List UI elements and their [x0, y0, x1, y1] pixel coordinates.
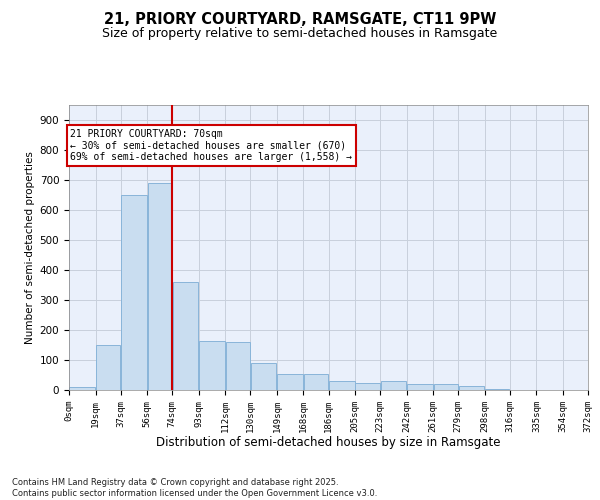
Bar — [355, 382, 380, 390]
Y-axis label: Number of semi-detached properties: Number of semi-detached properties — [25, 151, 35, 344]
Text: 21 PRIORY COURTYARD: 70sqm
← 30% of semi-detached houses are smaller (670)
69% o: 21 PRIORY COURTYARD: 70sqm ← 30% of semi… — [70, 129, 352, 162]
Bar — [251, 363, 277, 390]
Bar — [434, 384, 458, 390]
Bar — [329, 381, 355, 390]
Bar — [407, 384, 433, 390]
Bar — [458, 386, 484, 390]
Bar — [199, 340, 225, 390]
X-axis label: Distribution of semi-detached houses by size in Ramsgate: Distribution of semi-detached houses by … — [156, 436, 501, 449]
Text: Size of property relative to semi-detached houses in Ramsgate: Size of property relative to semi-detach… — [103, 28, 497, 40]
Bar — [380, 381, 406, 390]
Bar — [96, 345, 120, 390]
Text: Contains HM Land Registry data © Crown copyright and database right 2025.
Contai: Contains HM Land Registry data © Crown c… — [12, 478, 377, 498]
Text: 21, PRIORY COURTYARD, RAMSGATE, CT11 9PW: 21, PRIORY COURTYARD, RAMSGATE, CT11 9PW — [104, 12, 496, 28]
Bar — [277, 374, 303, 390]
Bar — [148, 183, 172, 390]
Bar — [173, 282, 199, 390]
Bar — [121, 195, 147, 390]
Bar — [304, 374, 328, 390]
Bar — [485, 388, 509, 390]
Bar — [70, 387, 95, 390]
Bar — [226, 342, 250, 390]
